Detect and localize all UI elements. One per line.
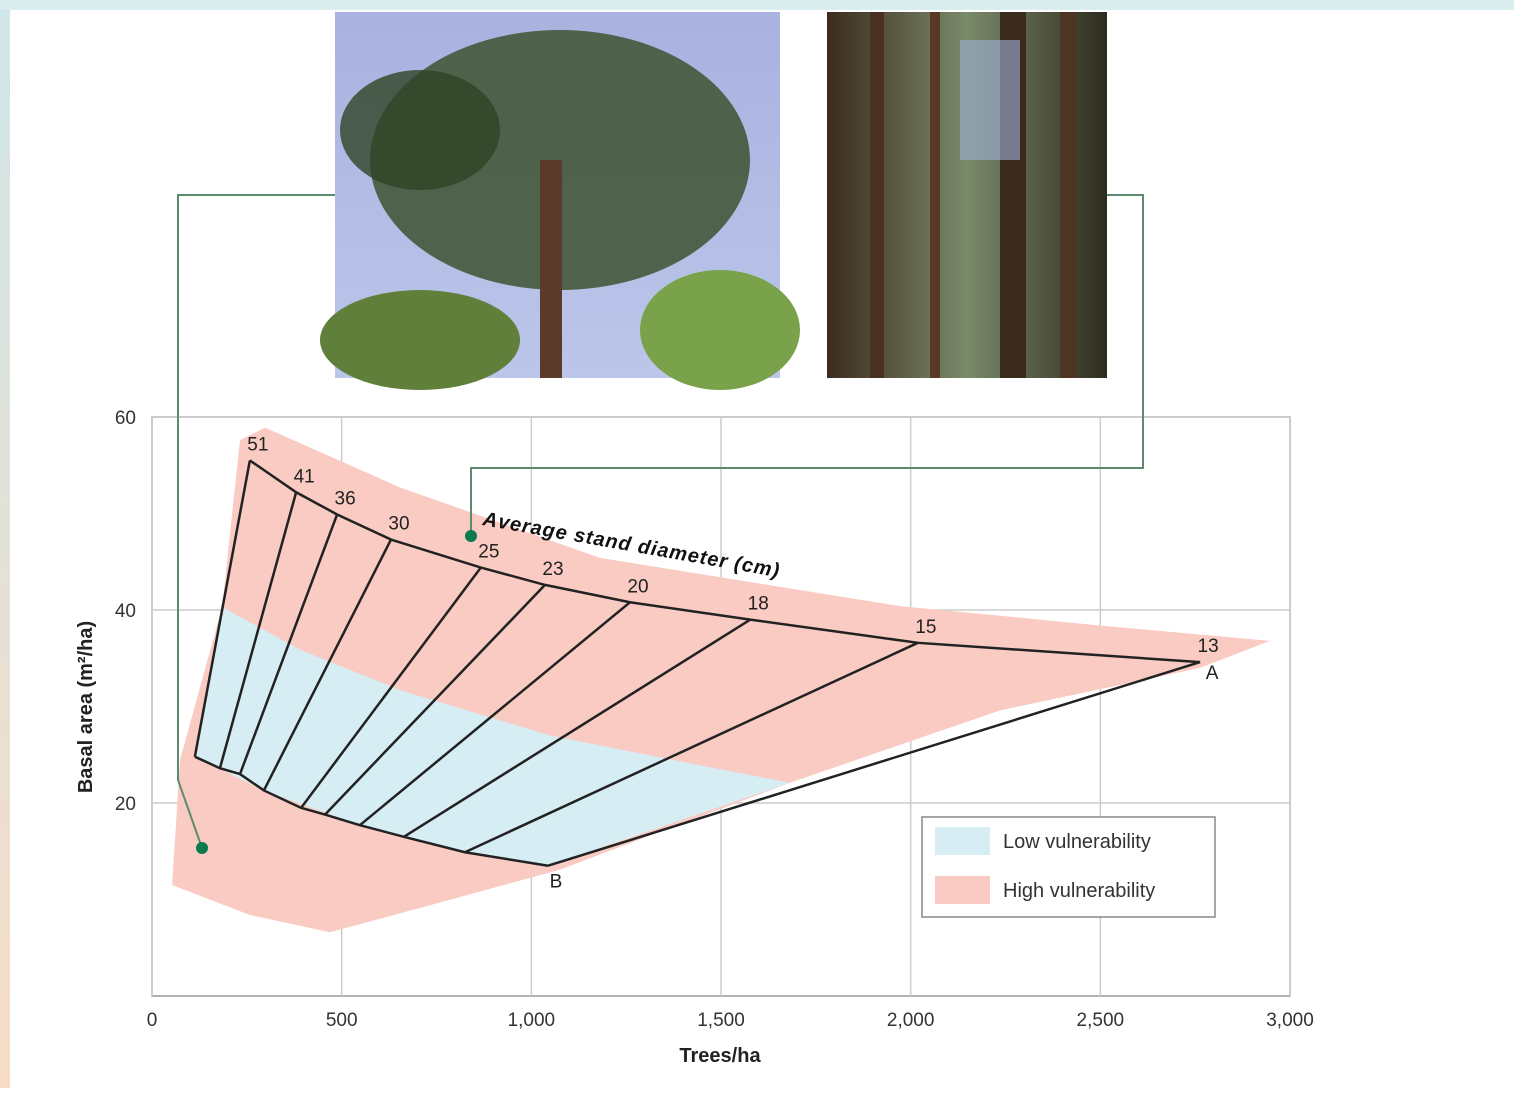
diameter-label: 20 (627, 576, 648, 597)
y-tick-label: 20 (115, 794, 136, 815)
x-tick-label: 1,000 (508, 1010, 556, 1031)
diameter-label: 13 (1198, 636, 1219, 657)
diameter-label: 36 (335, 488, 356, 509)
diameter-label: 25 (478, 542, 499, 563)
x-tick-label: 0 (147, 1010, 158, 1031)
y-tick-label: 40 (115, 601, 136, 622)
diameter-label: 30 (388, 514, 409, 535)
diameter-label: 18 (748, 594, 769, 615)
legend-swatch (935, 827, 990, 855)
page: 20 40 60 0 500 1,000 1,500 2,000 2,500 3,000 51 41 3… (0, 0, 1514, 1088)
legend-label: Low vulnerability (1003, 831, 1151, 853)
point-label: B (550, 872, 563, 893)
connector-dot (465, 530, 477, 542)
diameter-label: 23 (542, 559, 563, 580)
photo-dense-stand (827, 12, 1107, 378)
diameter-label: 15 (915, 617, 936, 638)
connector-dot (196, 842, 208, 854)
x-tick-label: 2,000 (887, 1010, 935, 1031)
x-tick-label: 1,500 (697, 1010, 745, 1031)
photo-single-pine (320, 12, 800, 390)
legend-label: High vulnerability (1003, 880, 1155, 902)
x-tick-label: 3,000 (1266, 1010, 1314, 1031)
legend-swatch (935, 876, 990, 904)
x-axis-label: Trees/ha (679, 1045, 761, 1067)
x-tick-label: 2,500 (1077, 1010, 1125, 1031)
y-axis-label: Basal area (m²/ha) (75, 621, 97, 793)
plot: 20 40 60 0 500 1,000 1,500 2,000 2,500 3,000 51 41 3… (115, 408, 1314, 1031)
diameter-label: 41 (294, 466, 315, 487)
page-top-edge (0, 0, 1514, 10)
point-label: A (1206, 663, 1219, 684)
page-edge (0, 0, 10, 1088)
diameter-label: 51 (247, 434, 268, 455)
y-tick-label: 60 (115, 408, 136, 429)
x-tick-label: 500 (326, 1010, 358, 1031)
